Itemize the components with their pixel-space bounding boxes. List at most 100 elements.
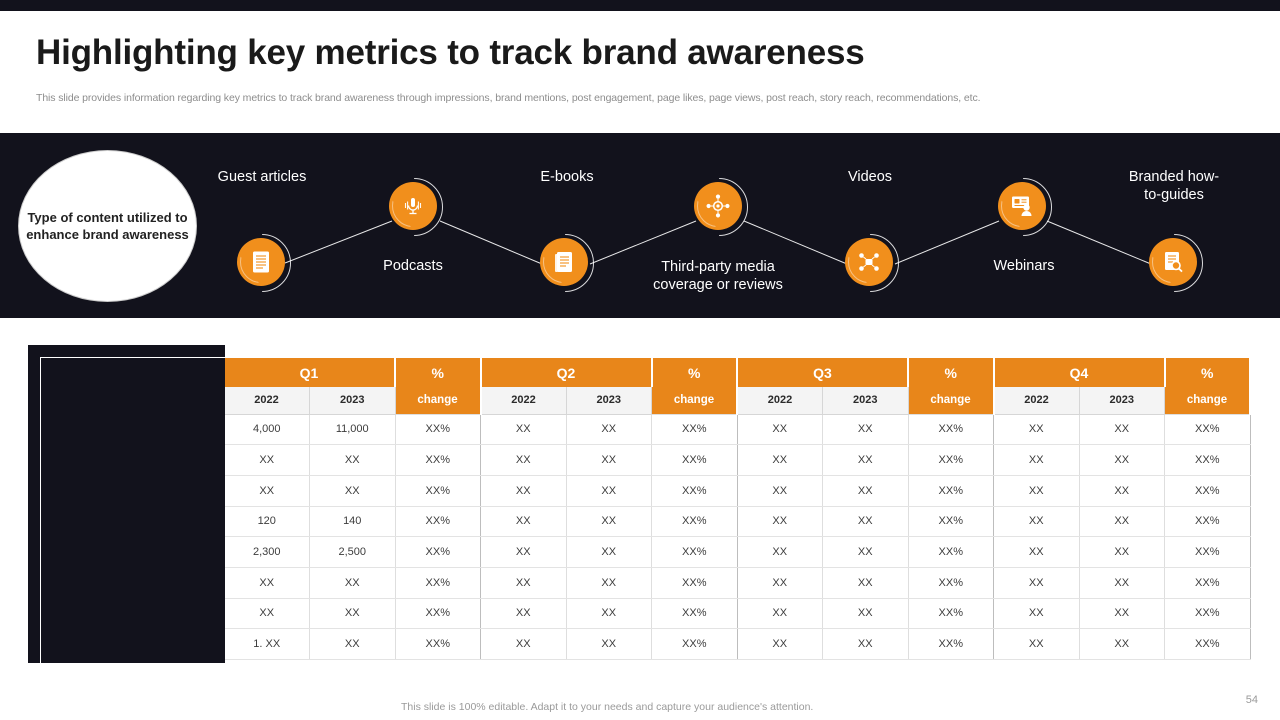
table-cell: XX [993, 413, 1080, 446]
table-cell: XX [566, 598, 652, 630]
node-guest-articles[interactable] [237, 238, 285, 286]
table-cell: XX [566, 444, 652, 476]
table-cell: XX [309, 628, 396, 660]
table-cell: XX [737, 506, 823, 538]
header-q4: Q4 [993, 358, 1166, 387]
node-label-webinars: Webinars [993, 258, 1055, 274]
table-cell: XX [822, 506, 909, 538]
table-cell: 1. XX [223, 628, 310, 660]
table-cell: XX [993, 506, 1080, 538]
table-cell: XX [566, 413, 652, 446]
diagram-band [0, 133, 1280, 318]
table-cell: XX [480, 506, 567, 538]
table-cell: XX [1079, 598, 1165, 630]
table-header-subcolumns: 2022 2023 change 2022 2023 change 2022 2… [37, 387, 1251, 415]
top-accent-bar [0, 0, 1280, 11]
table-cell: XX [993, 475, 1080, 507]
table-cell: XX% [908, 475, 994, 507]
node-label-branded-guides: Branded how- to-guides [1128, 169, 1220, 204]
table-cell: XX% [651, 475, 738, 507]
subheader-q3-2022: 2022 [737, 387, 823, 415]
table-cell: XX [737, 567, 823, 599]
node-ebooks[interactable] [540, 238, 588, 286]
table-cell: XX [309, 475, 396, 507]
table-cell: XX% [651, 536, 738, 568]
node-third-party-media[interactable] [694, 182, 742, 230]
subheader-q2-change: change [651, 387, 738, 414]
table-cell: XX [1079, 567, 1165, 599]
hero-circle: Type of content utilized to enhance bran… [18, 150, 197, 302]
table-cell: XX [1079, 506, 1165, 538]
table-cell: XX% [395, 475, 481, 507]
table-cell: XX [480, 413, 567, 446]
table-cell: XX [223, 598, 310, 630]
header-q2: Q2 [480, 358, 653, 387]
table-cell: XX [822, 598, 909, 630]
subheader-q1-2023: 2023 [309, 387, 396, 415]
table-cell: XX [1079, 413, 1165, 446]
node-label-third-party-media: Third-party media coverage or reviews [653, 259, 783, 294]
connector-lines [284, 220, 1152, 265]
hero-circle-label: Type of content utilized to enhance bran… [26, 209, 189, 242]
panel-rule-horizontal [40, 357, 250, 358]
table-cell: XX% [395, 598, 481, 630]
table-cell: XX [1079, 444, 1165, 476]
table-cell: XX% [651, 444, 738, 476]
table-cell: XX [480, 475, 567, 507]
table-cell: XX% [395, 444, 481, 476]
node-webinars[interactable] [998, 182, 1046, 230]
table-cell: XX [309, 567, 396, 599]
node-label-guest-articles: Guest articles [217, 169, 307, 185]
table-row: Impressions4,00011,000XX%XXXXXX%XXXXXX%X… [37, 413, 1251, 446]
table-cell: XX% [395, 536, 481, 568]
table-cell: 4,000 [223, 413, 310, 446]
microphone-icon [404, 198, 422, 215]
node-videos[interactable] [845, 238, 893, 286]
node-branded-guides[interactable] [1149, 238, 1197, 286]
table-cell: 11,000 [309, 413, 396, 446]
table-cell: XX% [908, 536, 994, 568]
table-cell: XX% [1164, 475, 1251, 507]
table-cell: XX% [395, 567, 481, 599]
table-cell: XX [480, 567, 567, 599]
table-cell: XX% [651, 506, 738, 538]
header-q2-pct: % [651, 358, 738, 387]
book-icon [555, 252, 572, 272]
table-cell: XX [566, 536, 652, 568]
page-number-value: 54 [1245, 694, 1258, 706]
table-cell: XX% [395, 413, 481, 446]
subheader-q4-change: change [1164, 387, 1251, 414]
table-cell: XX [566, 475, 652, 507]
subheader-q3-change: change [908, 387, 995, 414]
table-cell: XX [737, 413, 823, 446]
table-cell: XX [1079, 628, 1165, 660]
document-icon [253, 251, 269, 273]
page-subtitle: This slide provides information regardin… [36, 92, 981, 104]
network-gear-icon [706, 194, 730, 218]
table-body: Impressions4,00011,000XX%XXXXXX%XXXXXX%X… [37, 413, 1251, 660]
table-cell: XX [737, 628, 823, 660]
node-label-ebooks: E-books [540, 169, 594, 185]
table-cell: XX% [1164, 598, 1251, 630]
subheader-q4-2023: 2023 [1079, 387, 1165, 415]
table-cell: XX% [1164, 506, 1251, 538]
table-cell: XX [993, 628, 1080, 660]
table-cell: XX [1079, 536, 1165, 568]
table-cell: XX% [651, 567, 738, 599]
table-cell: XX [993, 598, 1080, 630]
table-cell: XX [480, 598, 567, 630]
table-cell: 2,300 [223, 536, 310, 568]
subheader-q2-2022: 2022 [480, 387, 567, 415]
table-cell: XX [993, 536, 1080, 568]
table-cell: XX [737, 444, 823, 476]
table-cell: XX% [908, 567, 994, 599]
table-cell: XX [822, 475, 909, 507]
table-cell: XX% [1164, 413, 1251, 446]
table-cell: 120 [223, 506, 310, 538]
presentation-person-icon [1012, 196, 1032, 216]
node-podcasts[interactable] [389, 182, 437, 230]
table-row: Post Reach2,3002,500XX%XXXXXX%XXXXXX%XXX… [37, 536, 1251, 568]
table-cell: XX [480, 444, 567, 476]
page-title: Highlighting key metrics to track brand … [36, 33, 865, 72]
